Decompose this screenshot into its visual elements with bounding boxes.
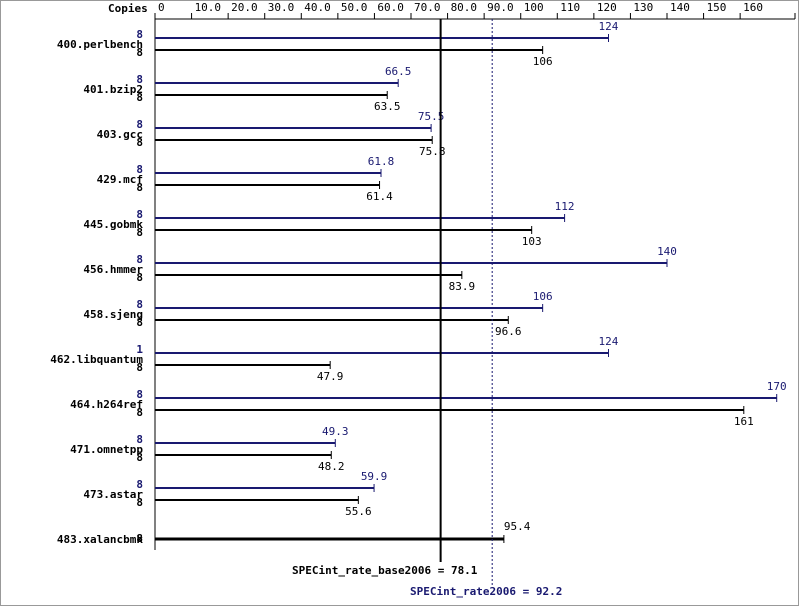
x-tick-label: 10.0 <box>195 1 222 14</box>
value-label: 61.8 <box>368 155 395 168</box>
x-tick-label: 40.0 <box>304 1 331 14</box>
x-tick-label: 140 <box>670 1 690 14</box>
benchmark-label: 473.astar <box>83 488 143 501</box>
benchmark-label: 401.bzip2 <box>83 83 143 96</box>
copies-label: 8 <box>136 226 143 239</box>
benchmark-label: 429.mcf <box>97 173 143 186</box>
value-label: 96.6 <box>495 325 522 338</box>
x-tick-label: 130 <box>633 1 653 14</box>
copies-label: 8 <box>136 451 143 464</box>
x-tick-label: 150 <box>707 1 727 14</box>
value-label: 63.5 <box>374 100 401 113</box>
value-label: 83.9 <box>449 280 476 293</box>
benchmark-label: 464.h264ref <box>70 398 143 411</box>
copies-label: 8 <box>136 388 143 401</box>
x-tick-label: 160 <box>743 1 763 14</box>
copies-label: 8 <box>136 163 143 176</box>
copies-label: 8 <box>136 28 143 41</box>
copies-label: 8 <box>136 478 143 491</box>
x-tick-label: 60.0 <box>377 1 404 14</box>
copies-label: 8 <box>136 118 143 131</box>
benchmark-label: 400.perlbench <box>57 38 143 51</box>
copies-label: 8 <box>136 532 143 545</box>
copies-label: 8 <box>136 406 143 419</box>
copies-label: 8 <box>136 46 143 59</box>
value-label: 75.8 <box>419 145 446 158</box>
value-label: 140 <box>657 245 677 258</box>
x-tick-label: 110 <box>560 1 580 14</box>
copies-header: Copies <box>108 2 148 15</box>
x-tick-label: 70.0 <box>414 1 441 14</box>
x-tick-label: 0 <box>158 1 165 14</box>
copies-label: 8 <box>136 73 143 86</box>
benchmark-label: 456.hmmer <box>83 263 143 276</box>
copies-label: 8 <box>136 316 143 329</box>
value-label: 124 <box>599 335 619 348</box>
copies-label: 8 <box>136 91 143 104</box>
value-label: 161 <box>734 415 754 428</box>
value-label: 55.6 <box>345 505 372 518</box>
copies-label: 8 <box>136 298 143 311</box>
value-label: 112 <box>555 200 575 213</box>
x-tick-label: 120 <box>597 1 617 14</box>
benchmark-label: 403.gcc <box>97 128 143 141</box>
benchmark-label: 483.xalancbmk <box>57 533 143 546</box>
copies-label: 8 <box>136 253 143 266</box>
value-label: 124 <box>599 20 619 33</box>
value-label: 59.9 <box>361 470 388 483</box>
value-label: 95.4 <box>504 520 531 533</box>
copies-label: 8 <box>136 496 143 509</box>
copies-label: 8 <box>136 208 143 221</box>
value-label: 103 <box>522 235 542 248</box>
copies-label: 8 <box>136 181 143 194</box>
x-tick-label: 80.0 <box>451 1 478 14</box>
x-tick-label: 20.0 <box>231 1 258 14</box>
value-label: 75.5 <box>418 110 445 123</box>
x-tick-label: 100 <box>524 1 544 14</box>
x-tick-label: 50.0 <box>341 1 368 14</box>
copies-label: 8 <box>136 361 143 374</box>
base-metric-label: SPECint_rate_base2006 = 78.1 <box>292 564 478 577</box>
x-tick-label: 90.0 <box>487 1 513 14</box>
benchmark-label: 462.libquantum <box>50 353 143 366</box>
value-label: 61.4 <box>366 190 393 203</box>
value-label: 106 <box>533 55 553 68</box>
value-label: 170 <box>767 380 787 393</box>
benchmark-label: 445.gobmk <box>83 218 143 231</box>
benchmark-label: 458.sjeng <box>83 308 143 321</box>
value-label: 49.3 <box>322 425 349 438</box>
peak-metric-label: SPECint_rate2006 = 92.2 <box>410 585 562 598</box>
copies-label: 8 <box>136 271 143 284</box>
value-label: 47.9 <box>317 370 344 383</box>
value-label: 48.2 <box>318 460 345 473</box>
value-label: 106 <box>533 290 553 303</box>
copies-label: 8 <box>136 136 143 149</box>
copies-label: 8 <box>136 433 143 446</box>
value-label: 66.5 <box>385 65 412 78</box>
copies-label: 1 <box>136 343 143 356</box>
x-tick-label: 30.0 <box>268 1 295 14</box>
benchmark-label: 471.omnetpp <box>70 443 143 456</box>
